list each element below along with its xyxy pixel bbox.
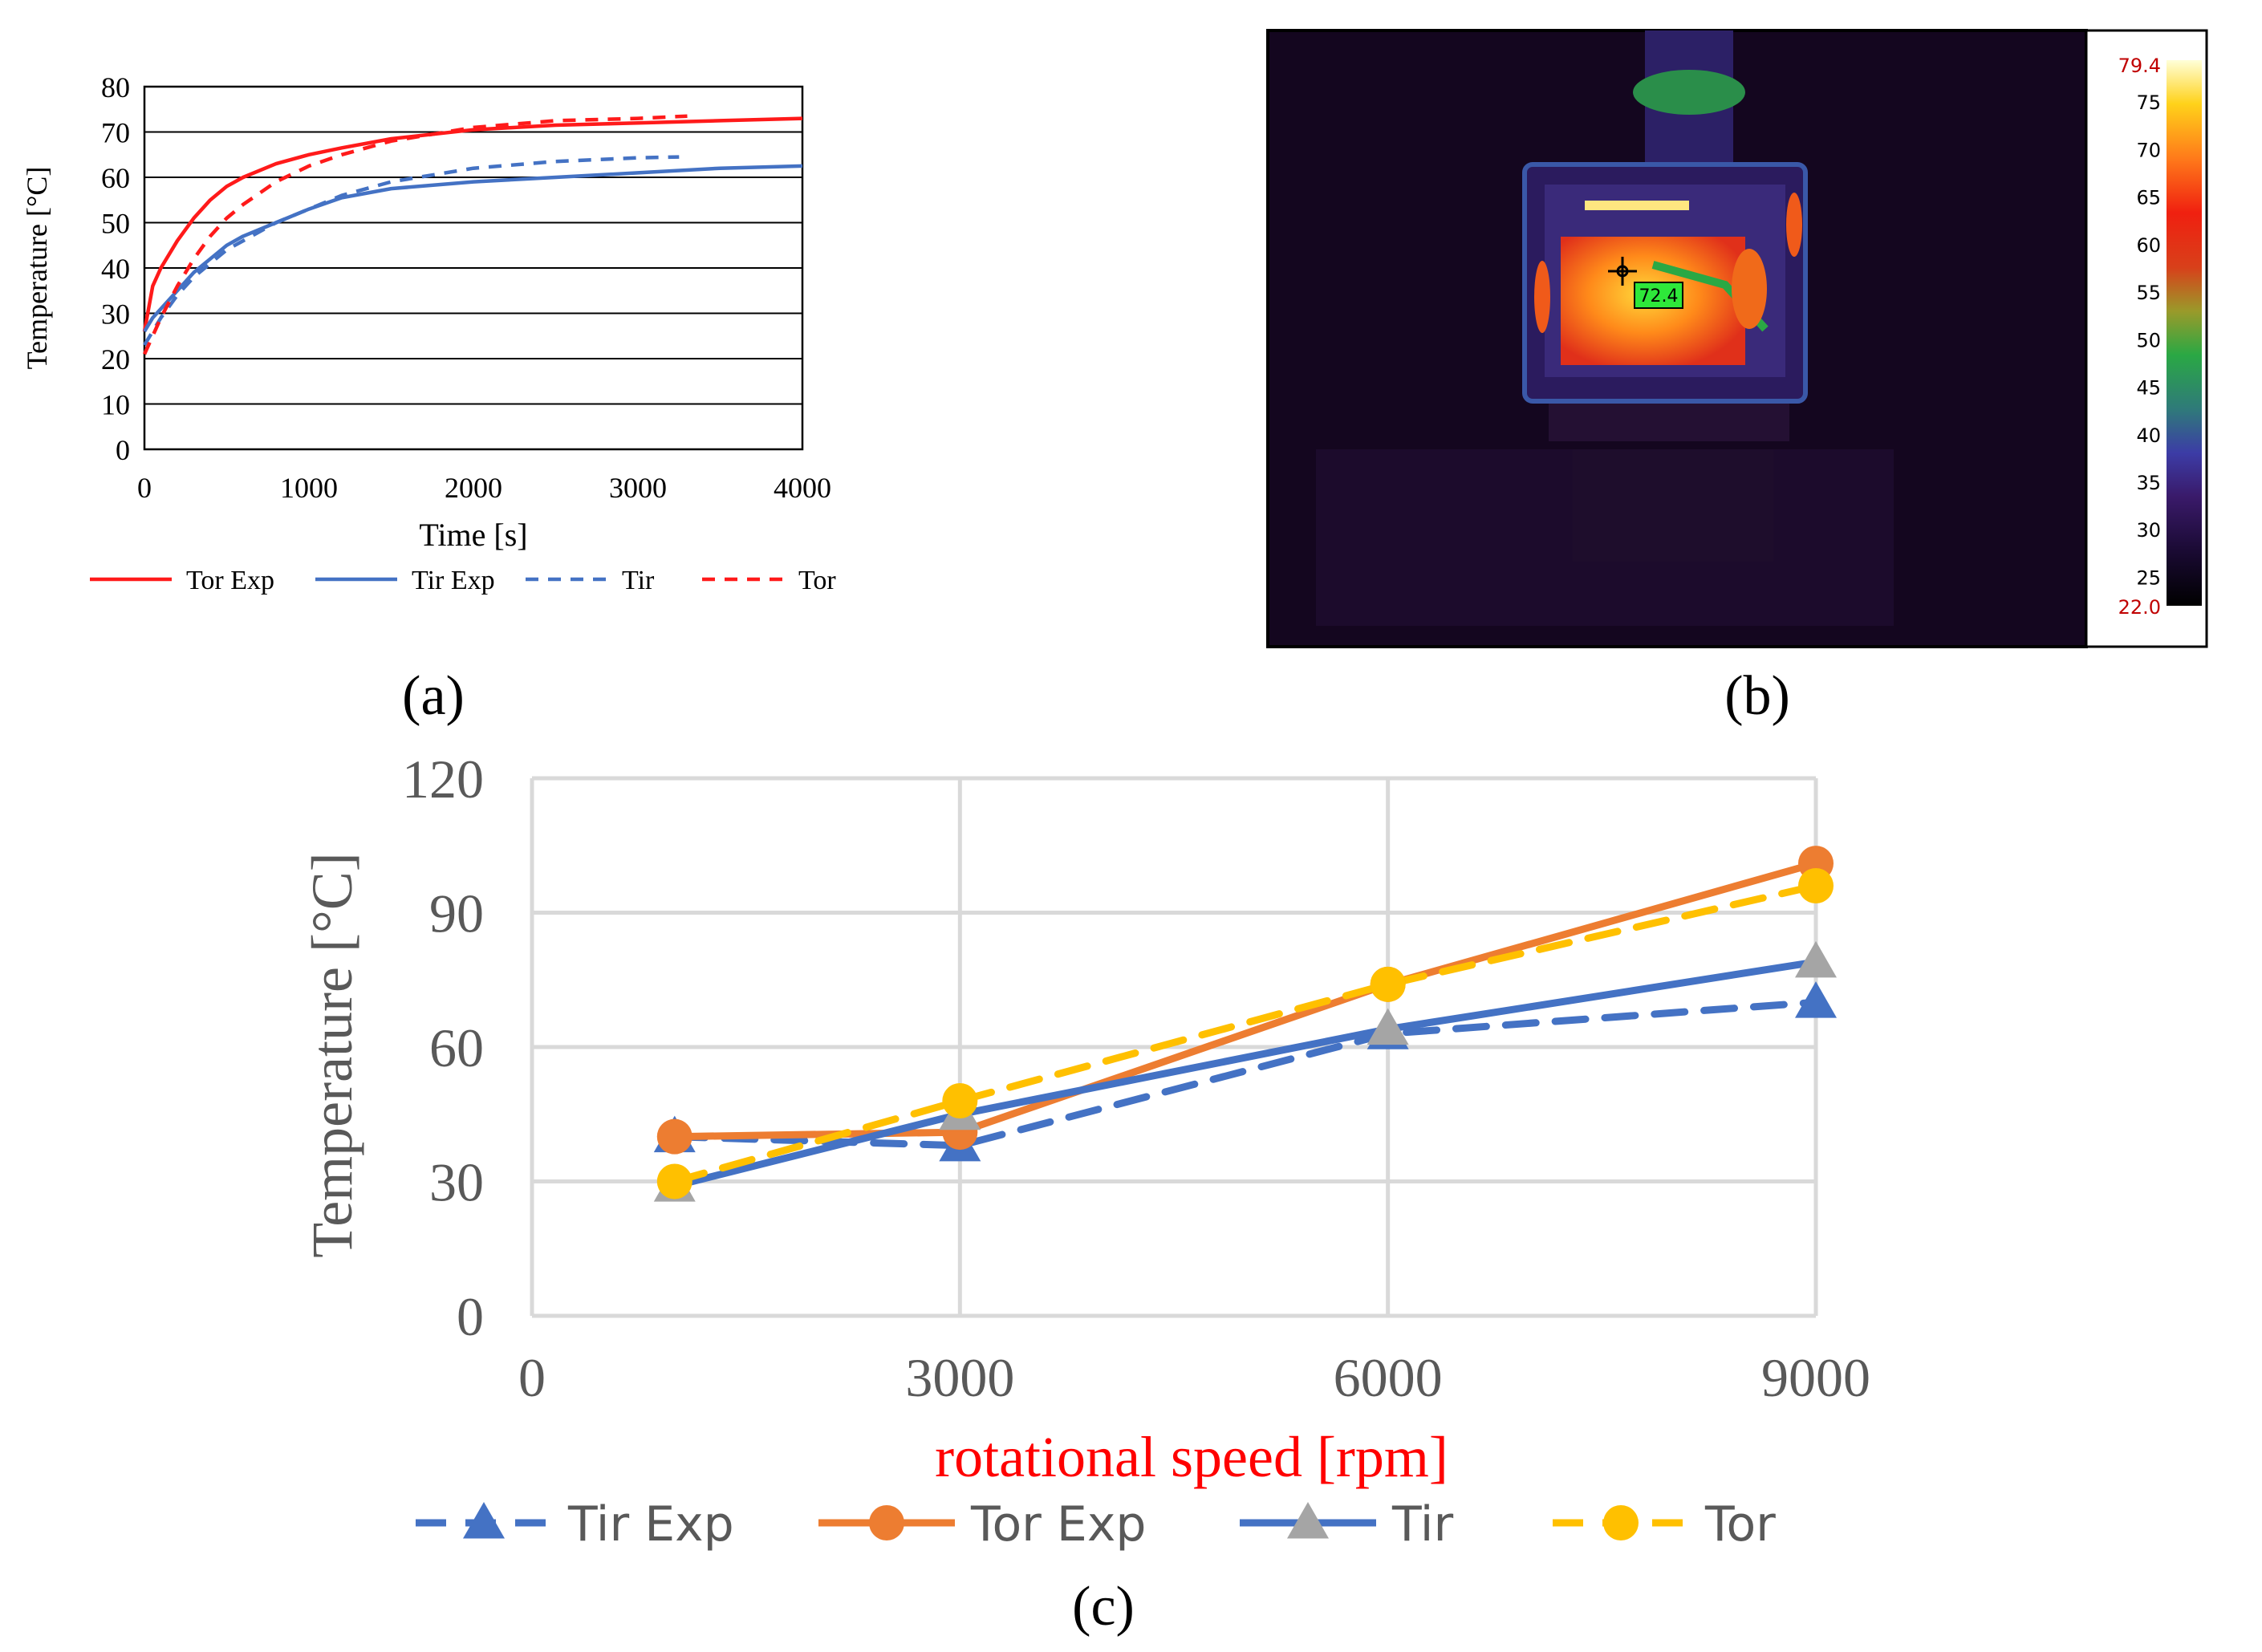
- side-hot-region: [1732, 249, 1767, 329]
- chart-c-point-tor-9000: [1798, 868, 1834, 903]
- chart-c-y-tick-120: 120: [402, 749, 484, 810]
- chart-c-legend: Tir Exp Tor Exp Tir Tor: [416, 1496, 1776, 1553]
- chart-a-y-tick-60: 60: [101, 162, 130, 194]
- chart-c-x-tick-6000: 6000: [1334, 1347, 1443, 1408]
- chart-a-series-tor: [142, 114, 688, 355]
- chart-c-series-tir-exp: [671, 998, 1820, 1150]
- spot-temperature-label: 72.4: [1639, 286, 1679, 306]
- chart-a-x-tick-3000: 3000: [609, 472, 667, 504]
- color-scale-tick-45: 45: [2136, 377, 2161, 400]
- chart-c-speed-temperature: 0 30 60 90 120 0 3000 6000 9000 rotational spee…: [300, 749, 1870, 1553]
- chart-a-series-tor-exp: [142, 116, 803, 332]
- coupling-warm-ring: [1633, 70, 1745, 115]
- chart-c-legend-label-tor-exp: Tor Exp: [970, 1496, 1146, 1553]
- chart-a-x-tick-0: 0: [137, 472, 152, 504]
- chart-c-point-tor-1000: [656, 1163, 692, 1199]
- chart-a-x-tick-labels: 0 1000 2000 3000 4000: [137, 472, 831, 504]
- chart-a-y-tick-80: 80: [101, 71, 130, 104]
- color-scale-tick-labels: 75 70 65 60 55 50 45 40 35 30 25: [2136, 91, 2161, 589]
- scale-max-label: 79.4: [2118, 55, 2161, 77]
- chart-c-legend-marker-tor: [1603, 1505, 1639, 1540]
- chart-c-y-tick-labels: 0 30 60 90 120: [402, 749, 484, 1347]
- chart-c-point-tor-6000: [1370, 966, 1406, 1002]
- chart-c-y-axis-title: Temperature [°C]: [300, 852, 364, 1258]
- chart-a-y-tick-20: 20: [101, 343, 130, 375]
- chart-a-series-tir-exp: [143, 164, 803, 333]
- chart-c-legend-label-tir-exp: Tir Exp: [567, 1496, 734, 1553]
- color-scale-tick-30: 30: [2136, 519, 2161, 542]
- crosshair-icon: [1608, 257, 1637, 286]
- chart-c-series-tor: [671, 882, 1820, 1185]
- chart-c-y-tick-0: 0: [457, 1286, 484, 1347]
- color-scale-tick-25: 25: [2136, 566, 2161, 589]
- chart-c-point-tir-6000: [1367, 1008, 1409, 1045]
- color-scale-tick-75: 75: [2136, 91, 2161, 114]
- chart-c-x-axis-title: rotational speed [rpm]: [935, 1425, 1448, 1489]
- color-scale-bar: [2167, 60, 2202, 606]
- chart-a-gridlines: [144, 86, 802, 450]
- chart-a-time-temperature: 0 10 20 30 40 50 60 70 80 0 1000 2000 3000 4000 Time…: [21, 71, 836, 595]
- chart-c-x-tick-labels: 0 3000 6000 9000: [518, 1347, 1870, 1408]
- chart-a-y-axis-title: Temperature [°C]: [21, 167, 53, 370]
- chart-c-series-tor-exp: [671, 859, 1820, 1141]
- chart-a-y-tick-30: 30: [101, 298, 130, 331]
- chart-a-y-tick-50: 50: [101, 208, 130, 240]
- color-scale-tick-65: 65: [2136, 187, 2161, 209]
- chart-c-series-tir: [671, 958, 1820, 1190]
- chart-c-legend-label-tir: Tir: [1391, 1496, 1453, 1553]
- panel-label-b: (b): [1724, 665, 1790, 727]
- chart-a-legend-label-tir-exp: Tir Exp: [412, 566, 495, 595]
- chart-c-y-tick-30: 30: [429, 1152, 484, 1213]
- chart-a-x-tick-1000: 1000: [280, 472, 338, 504]
- panel-label-a: (a): [402, 665, 465, 727]
- thermal-camera-image: 72.4 79.4 22.0 75 70 65 60 55 50 45 40 35 30 25: [1266, 29, 2208, 648]
- chart-c-legend-label-tor: Tor: [1704, 1496, 1776, 1553]
- chart-a-x-tick-2000: 2000: [445, 472, 502, 504]
- chart-c-point-tir-exp-9000: [1795, 981, 1837, 1018]
- chart-c-x-tick-9000: 9000: [1761, 1347, 1870, 1408]
- chart-a-series-tir: [143, 155, 680, 347]
- color-scale-tick-35: 35: [2136, 472, 2161, 494]
- chart-c-point-tor-exp-1000: [656, 1118, 692, 1155]
- color-scale-tick-50: 50: [2136, 329, 2161, 351]
- spot-label-box: [1634, 282, 1683, 309]
- right-edge-hot: [1786, 193, 1802, 257]
- chart-c-y-tick-60: 60: [429, 1017, 484, 1078]
- chart-a-legend: Tor Exp Tir Exp Tir Tor: [90, 566, 836, 595]
- chart-a-plot-border: [143, 85, 804, 451]
- chart-a-legend-label-tir: Tir: [622, 566, 655, 595]
- chart-c-x-tick-0: 0: [518, 1347, 546, 1408]
- hot-stripe: [1585, 201, 1689, 210]
- machine-support: [1573, 449, 1773, 562]
- color-scale-tick-40: 40: [2136, 424, 2161, 447]
- chart-a-x-axis-title: Time [s]: [419, 517, 527, 553]
- color-scale-tick-55: 55: [2136, 282, 2161, 304]
- chart-c-x-tick-3000: 3000: [905, 1347, 1014, 1408]
- chart-a-y-tick-labels: 0 10 20 30 40 50 60 70 80: [101, 71, 130, 466]
- chart-a-y-tick-40: 40: [101, 253, 130, 285]
- chart-a-y-tick-70: 70: [101, 117, 130, 149]
- chart-c-gridlines: [530, 776, 1818, 1318]
- chart-a-x-tick-4000: 4000: [774, 472, 831, 504]
- chart-c-legend-marker-tor-exp: [869, 1505, 904, 1540]
- scale-min-label: 22.0: [2118, 596, 2161, 619]
- panel-label-c: (c): [1072, 1576, 1135, 1638]
- chart-a-y-tick-10: 10: [101, 389, 130, 421]
- chart-a-legend-label-tor-exp: Tor Exp: [186, 566, 274, 595]
- chart-c-series-markers: [653, 846, 1837, 1202]
- left-edge-hot: [1534, 261, 1550, 333]
- chart-a-y-tick-0: 0: [116, 434, 130, 466]
- chart-c-point-tir-9000: [1795, 940, 1837, 978]
- chart-c-series-lines: [671, 859, 1820, 1190]
- chart-c-legend-marker-tir-exp: [463, 1502, 505, 1539]
- chart-c-point-tor-3000: [942, 1083, 978, 1118]
- chart-c-legend-marker-tir: [1287, 1502, 1329, 1539]
- chart-a-series-lines: [142, 114, 803, 355]
- color-scale-tick-70: 70: [2136, 139, 2161, 161]
- color-scale-tick-60: 60: [2136, 234, 2161, 257]
- chart-a-legend-label-tor: Tor: [798, 566, 836, 595]
- chart-c-y-tick-90: 90: [429, 883, 484, 944]
